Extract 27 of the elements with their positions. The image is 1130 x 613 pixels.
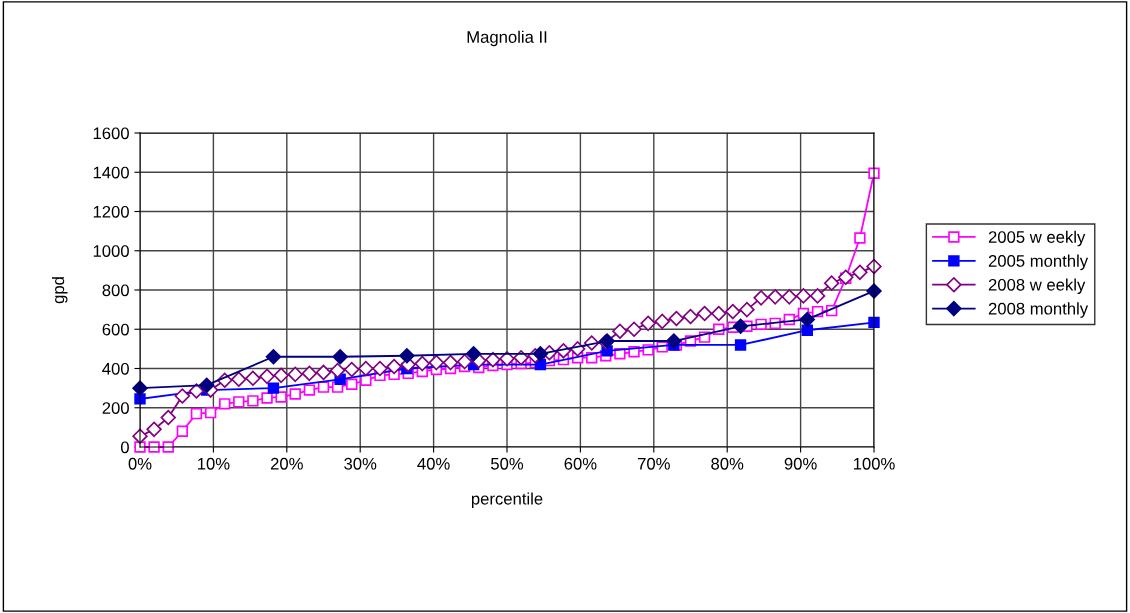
y-tick-label: 600 [102, 323, 129, 336]
legend-label: 2008 monthly [988, 302, 1089, 318]
x-axis-title: percentile [471, 492, 543, 508]
y-tick-label: 1200 [93, 205, 129, 218]
x-tick-label: 60% [564, 457, 597, 470]
x-tick-label: 100% [853, 457, 895, 470]
y-tick-label: 200 [102, 402, 129, 414]
y-tick-label: 0 [120, 441, 129, 454]
x-tick-label: 30% [344, 457, 377, 470]
y-tick-label: 1400 [93, 166, 129, 179]
y-tick-label: 400 [102, 362, 129, 375]
y-tick-label: 1000 [93, 245, 129, 257]
y-tick-label: 1600 [93, 127, 129, 140]
x-tick-label: 10% [197, 457, 230, 470]
legend-label: 2005 monthly [988, 254, 1089, 271]
y-axis-title: gpd [51, 277, 68, 304]
x-tick-label: 90% [784, 457, 817, 470]
x-tick-label: 80% [711, 457, 744, 470]
x-tick-label: 70% [637, 457, 670, 470]
legend-label: 2005 w eekly [988, 230, 1086, 247]
x-tick-label: 40% [417, 457, 450, 470]
legend-label: 2008 w eekly [988, 278, 1086, 294]
chart-title: Magnolia II [467, 30, 547, 47]
x-tick-label: 0% [128, 457, 152, 470]
y-tick-label: 800 [102, 284, 129, 297]
x-tick-label: 20% [270, 457, 303, 470]
x-tick-label: 50% [490, 457, 524, 470]
